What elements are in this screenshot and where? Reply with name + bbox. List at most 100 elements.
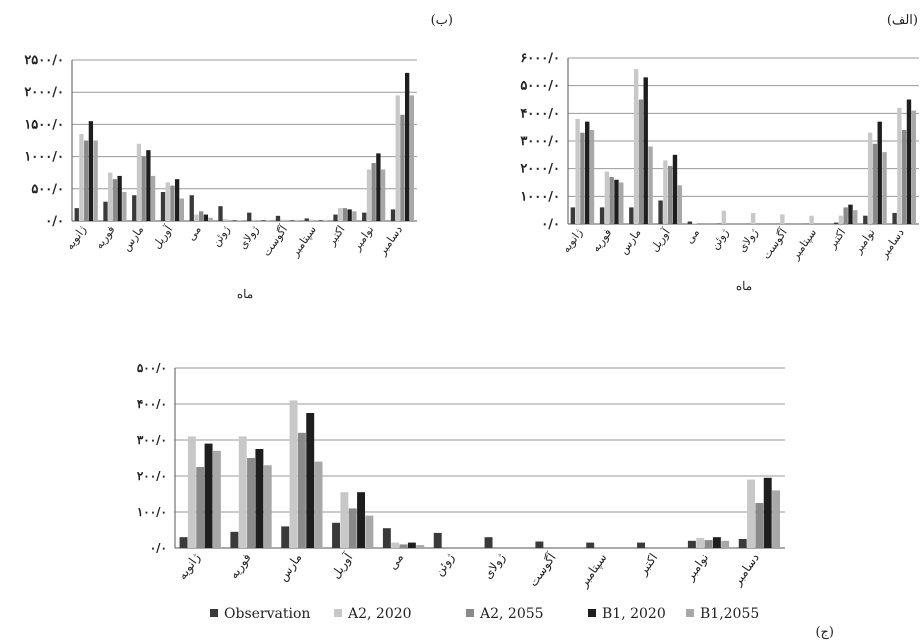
x-axis-label: ماه [237, 287, 253, 301]
bar [208, 217, 213, 221]
bar [580, 132, 585, 224]
bar [103, 201, 108, 221]
bar [318, 220, 324, 221]
bar [357, 492, 366, 548]
bar [772, 490, 781, 548]
x-tick-label: ژانویه [559, 226, 585, 255]
bar [74, 208, 79, 221]
bar [484, 537, 493, 548]
y-tick-label: ۵۰۰۰/۰ [520, 79, 560, 94]
bar [251, 219, 257, 221]
bar [575, 118, 580, 224]
bar [223, 219, 228, 221]
bar [261, 220, 266, 221]
bar [281, 526, 290, 548]
legend: Observation A2, 2020 A2, 2055 B1, 2020 B1,20… [210, 606, 759, 622]
bar [194, 214, 199, 221]
bar [906, 99, 912, 224]
bar [212, 450, 221, 548]
x-tick-label: نوامبر [682, 551, 711, 584]
y-tick-label: ۴۰۰۰/۰ [520, 106, 560, 121]
bar [535, 541, 544, 548]
chart-panel-1: ۰/۰ ۱۰۰۰/۰ ۲۰۰۰/۰ ۳۰۰۰/۰ ۴۰۰۰/۰ ۵۰۰۰/۰ ۶۰۰۰/۰ ژ… [520, 13, 919, 293]
x-tick-label: می [683, 226, 702, 246]
bar [395, 95, 400, 221]
bar [763, 477, 772, 548]
panel-label: (ب) [431, 13, 453, 28]
legend-label: A2, 2020 [347, 606, 412, 622]
legend-swatch [466, 609, 474, 617]
bar [232, 220, 237, 221]
x-tick-label: مارس [120, 223, 147, 253]
bar [366, 169, 372, 221]
bar [619, 182, 624, 224]
bar [877, 121, 882, 224]
x-tick-label: می [185, 223, 204, 243]
bar [371, 163, 376, 221]
x-tick-label: ژوئن [209, 223, 232, 249]
x-axis-label: ماه [736, 279, 752, 293]
x-tick-label: مارس [276, 551, 305, 584]
bar [204, 443, 213, 548]
bar [179, 537, 188, 548]
x-tick-label: اکتبر [635, 551, 660, 579]
x-tick-label: آگوست [260, 222, 291, 258]
bar [833, 222, 839, 224]
bar [747, 479, 756, 548]
bar [132, 195, 137, 221]
bar [721, 540, 730, 548]
bar [809, 215, 814, 224]
bar [390, 209, 396, 221]
bar [853, 210, 858, 224]
bar [382, 528, 391, 548]
bar [146, 150, 151, 221]
bar [227, 220, 233, 221]
x-tick-label: ژولای [735, 226, 760, 254]
bar [687, 221, 693, 224]
bar [338, 208, 343, 221]
bar [892, 212, 897, 224]
x-tick-label: مارس [617, 226, 644, 256]
y-tick-label: ۴۰۰/۰ [137, 397, 167, 411]
x-tick-label: سپتامبر [576, 551, 610, 591]
x-tick-label: آگوست [525, 550, 559, 590]
y-tick-label: ۲۵۰۰/۰ [24, 53, 64, 68]
bar [247, 212, 252, 221]
bar [911, 110, 916, 224]
y-tick-label: ۱۰۰۰/۰ [24, 150, 64, 165]
bar [263, 465, 272, 548]
bar [289, 220, 295, 221]
y-tick-label: ۱۵۰۰/۰ [24, 117, 64, 132]
bar [712, 537, 721, 548]
legend-swatch [334, 609, 342, 617]
bar [112, 179, 118, 221]
bar [704, 540, 713, 548]
bar [409, 95, 415, 221]
bar [93, 140, 98, 221]
x-tick-label: دسامبر [730, 551, 763, 589]
bar [256, 220, 261, 221]
bar [88, 121, 94, 221]
x-tick-label: فوریه [589, 226, 614, 254]
bar [340, 492, 349, 548]
y-tick-label: ۱۰۰/۰ [137, 505, 167, 519]
bar [570, 207, 576, 224]
bar [376, 153, 381, 221]
bar [692, 223, 697, 224]
bar [696, 537, 705, 548]
bar [294, 220, 300, 221]
bar [589, 129, 595, 224]
x-tick-label: ژولای [236, 223, 261, 251]
bar [404, 72, 410, 221]
bar [599, 207, 605, 224]
bar [663, 160, 668, 224]
legend-label: A2, 2055 [479, 606, 544, 622]
bar [187, 436, 196, 548]
bar [586, 542, 595, 548]
bar [275, 215, 281, 221]
y-tick-label: ۵۰۰/۰ [137, 361, 167, 375]
y-tick-label: ۶۰۰۰/۰ [520, 51, 560, 66]
x-tick-label: می [385, 551, 406, 572]
panel-label: (ج) [815, 625, 834, 640]
